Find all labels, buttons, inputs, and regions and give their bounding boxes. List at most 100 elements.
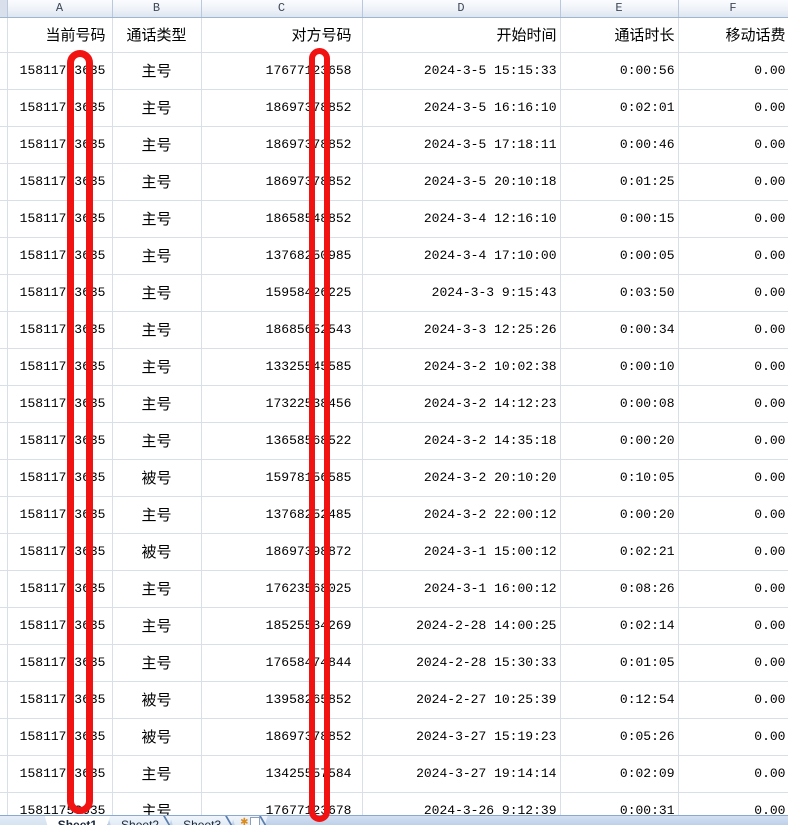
cell-current-number[interactable]: 15811753635: [7, 126, 113, 164]
cell-call-type[interactable]: 主号: [112, 348, 202, 386]
tab-sheet2[interactable]: Sheet2: [108, 816, 172, 825]
cell-current-number[interactable]: 15811753635: [7, 718, 113, 756]
cell-fee[interactable]: 0.00: [678, 311, 788, 349]
cell-current-number[interactable]: 15811753635: [7, 681, 113, 719]
cell-start-time[interactable]: 2024-3-27 19:14:14: [362, 755, 561, 793]
cell-fee[interactable]: 0.00: [678, 237, 788, 275]
cell-fee[interactable]: 0.00: [678, 607, 788, 645]
cell-current-number[interactable]: 15811753635: [7, 200, 113, 238]
column-header-a[interactable]: A: [7, 0, 113, 18]
cell-duration[interactable]: 0:12:54: [560, 681, 679, 719]
cell-start-time[interactable]: 2024-3-3 12:25:26: [362, 311, 561, 349]
cell-start-time[interactable]: 2024-2-28 14:00:25: [362, 607, 561, 645]
tab-sheet3[interactable]: Sheet3: [170, 816, 234, 825]
cell-fee[interactable]: 0.00: [678, 718, 788, 756]
cell-duration[interactable]: 0:02:21: [560, 533, 679, 571]
cell-call-type[interactable]: 被号: [112, 681, 202, 719]
cell-duration[interactable]: 0:01:05: [560, 644, 679, 682]
cell-other-number[interactable]: 13958265852: [201, 681, 363, 719]
cell-start-time[interactable]: 2024-3-27 15:19:23: [362, 718, 561, 756]
cell-fee[interactable]: 0.00: [678, 459, 788, 497]
cell-current-number[interactable]: 15811753635: [7, 644, 113, 682]
prev-sheet-icon[interactable]: ◄: [14, 823, 21, 825]
cell-current-number[interactable]: 15811753635: [7, 237, 113, 275]
cell-fee[interactable]: 0.00: [678, 533, 788, 571]
header-start-time[interactable]: 开始时间: [362, 17, 561, 53]
cell-current-number[interactable]: 15811753635: [7, 52, 113, 90]
insert-worksheet-tab[interactable]: ✱: [232, 816, 267, 825]
cell-fee[interactable]: 0.00: [678, 681, 788, 719]
cell-duration[interactable]: 0:08:26: [560, 570, 679, 608]
cell-duration[interactable]: 0:01:25: [560, 163, 679, 201]
cell-call-type[interactable]: 被号: [112, 533, 202, 571]
cell-other-number[interactable]: 18697378852: [201, 163, 363, 201]
cell-duration[interactable]: 0:10:05: [560, 459, 679, 497]
cell-call-type[interactable]: 主号: [112, 89, 202, 127]
cell-fee[interactable]: 0.00: [678, 348, 788, 386]
cell-duration[interactable]: 0:00:20: [560, 496, 679, 534]
cell-duration[interactable]: 0:00:10: [560, 348, 679, 386]
cell-fee[interactable]: 0.00: [678, 89, 788, 127]
header-duration[interactable]: 通话时长: [560, 17, 679, 53]
cell-fee[interactable]: 0.00: [678, 274, 788, 312]
cell-call-type[interactable]: 主号: [112, 163, 202, 201]
cell-call-type[interactable]: 主号: [112, 755, 202, 793]
cell-other-number[interactable]: 17658474844: [201, 644, 363, 682]
cell-call-type[interactable]: 主号: [112, 274, 202, 312]
cell-fee[interactable]: 0.00: [678, 200, 788, 238]
cell-start-time[interactable]: 2024-2-28 15:30:33: [362, 644, 561, 682]
cell-fee[interactable]: 0.00: [678, 52, 788, 90]
cell-current-number[interactable]: 15811753635: [7, 607, 113, 645]
cell-fee[interactable]: 0.00: [678, 126, 788, 164]
cell-call-type[interactable]: 主号: [112, 422, 202, 460]
cell-call-type[interactable]: 主号: [112, 607, 202, 645]
cell-current-number[interactable]: 15811753635: [7, 311, 113, 349]
cell-duration[interactable]: 0:03:50: [560, 274, 679, 312]
cell-start-time[interactable]: 2024-3-2 22:00:12: [362, 496, 561, 534]
cell-call-type[interactable]: 主号: [112, 385, 202, 423]
cell-fee[interactable]: 0.00: [678, 570, 788, 608]
column-header-f[interactable]: F: [678, 0, 788, 18]
cell-start-time[interactable]: 2024-3-2 10:02:38: [362, 348, 561, 386]
header-other-number[interactable]: 对方号码: [201, 17, 363, 53]
cell-other-number[interactable]: 17677123658: [201, 52, 363, 90]
cell-other-number[interactable]: 18525534269: [201, 607, 363, 645]
cell-start-time[interactable]: 2024-3-5 16:16:10: [362, 89, 561, 127]
cell-other-number[interactable]: 15958426225: [201, 274, 363, 312]
cell-other-number[interactable]: 18658548852: [201, 200, 363, 238]
cell-fee[interactable]: 0.00: [678, 163, 788, 201]
tab-sheet1[interactable]: Sheet1: [45, 816, 110, 825]
cell-start-time[interactable]: 2024-3-4 12:16:10: [362, 200, 561, 238]
cell-call-type[interactable]: 主号: [112, 311, 202, 349]
cell-duration[interactable]: 0:00:46: [560, 126, 679, 164]
first-sheet-icon[interactable]: ◄: [3, 823, 10, 825]
header-current-number[interactable]: 当前号码: [7, 17, 113, 53]
cell-other-number[interactable]: 15978156585: [201, 459, 363, 497]
cell-start-time[interactable]: 2024-3-1 15:00:12: [362, 533, 561, 571]
cell-current-number[interactable]: 15811753635: [7, 422, 113, 460]
cell-fee[interactable]: 0.00: [678, 496, 788, 534]
cell-call-type[interactable]: 主号: [112, 52, 202, 90]
cell-call-type[interactable]: 主号: [112, 200, 202, 238]
cell-other-number[interactable]: 13658568522: [201, 422, 363, 460]
column-header-c[interactable]: C: [201, 0, 363, 18]
cell-other-number[interactable]: 18685652543: [201, 311, 363, 349]
cell-start-time[interactable]: 2024-3-1 16:00:12: [362, 570, 561, 608]
cell-current-number[interactable]: 15811753635: [7, 385, 113, 423]
cell-fee[interactable]: 0.00: [678, 755, 788, 793]
cell-current-number[interactable]: 15811753635: [7, 348, 113, 386]
cell-call-type[interactable]: 主号: [112, 644, 202, 682]
cell-start-time[interactable]: 2024-3-2 14:35:18: [362, 422, 561, 460]
cell-duration[interactable]: 0:00:15: [560, 200, 679, 238]
cell-duration[interactable]: 0:05:26: [560, 718, 679, 756]
cell-call-type[interactable]: 主号: [112, 237, 202, 275]
cell-current-number[interactable]: 15811753635: [7, 89, 113, 127]
cell-start-time[interactable]: 2024-3-5 20:10:18: [362, 163, 561, 201]
cell-other-number[interactable]: 18697398872: [201, 533, 363, 571]
cell-fee[interactable]: 0.00: [678, 644, 788, 682]
cell-other-number[interactable]: 18697378852: [201, 718, 363, 756]
cell-current-number[interactable]: 15811753635: [7, 163, 113, 201]
cell-duration[interactable]: 0:02:01: [560, 89, 679, 127]
cell-call-type[interactable]: 主号: [112, 570, 202, 608]
cell-other-number[interactable]: 13325545585: [201, 348, 363, 386]
